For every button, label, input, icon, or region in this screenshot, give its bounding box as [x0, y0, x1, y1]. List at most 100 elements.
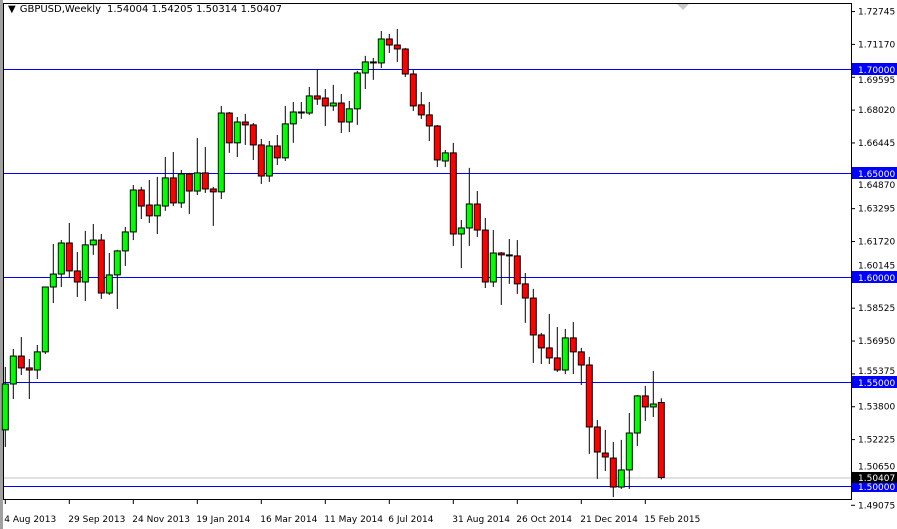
candle-body-bearish [313, 95, 321, 100]
candle-body-bullish [81, 244, 89, 283]
candle [281, 105, 289, 162]
candle-body-bearish [209, 188, 217, 193]
y-tick-label: 1.63295 [858, 205, 895, 215]
candle [97, 234, 105, 299]
candle-body-bearish [641, 395, 649, 408]
candle [609, 441, 617, 498]
candle-body-bearish [145, 204, 153, 217]
candle [545, 313, 553, 364]
x-tick-label: 11 May 2014 [324, 515, 383, 525]
candle [385, 33, 393, 53]
current-price-tag-text: 1.50407 [858, 474, 895, 484]
candle-body-bullish [281, 123, 289, 159]
candle [49, 244, 57, 304]
candle [185, 172, 193, 214]
candle [297, 101, 305, 119]
candle [585, 356, 593, 454]
candle-body-bearish [321, 97, 329, 107]
level-price-tag [852, 376, 897, 388]
candle-body-bearish [17, 355, 25, 369]
candle [449, 142, 457, 246]
candle [313, 69, 321, 105]
candle [593, 419, 601, 479]
candle-body-bullish [457, 227, 465, 235]
y-tick-label: 1.71170 [858, 40, 895, 50]
candle-body-bullish [49, 273, 57, 288]
candle [105, 252, 113, 295]
window-left-border [0, 0, 3, 529]
candle-body-bearish [585, 364, 593, 428]
candle [345, 100, 353, 133]
y-tick-label: 1.60145 [858, 261, 895, 271]
candle [273, 134, 281, 165]
candle-body-bearish [433, 125, 441, 161]
candle-body-bullish [649, 403, 657, 408]
candle-body-bearish [409, 73, 417, 107]
candle [89, 223, 97, 255]
candle-body-bearish [553, 357, 561, 371]
candle-body-bullish [265, 145, 273, 177]
y-tick-label: 1.49075 [858, 501, 895, 511]
candle [289, 101, 297, 143]
candle [161, 157, 169, 211]
candle-body-bearish [393, 44, 401, 50]
candle-body-bullish [345, 108, 353, 123]
candle-body-bearish [577, 351, 585, 366]
candle-body-bullish [193, 172, 201, 192]
candle [209, 186, 217, 226]
x-tick-label: 19 Jan 2014 [196, 515, 250, 525]
candle-body-bearish [505, 254, 513, 257]
candle [169, 152, 177, 207]
level-price-tag-text: 1.55000 [858, 379, 895, 389]
candle-body-bullish [161, 177, 169, 207]
candle [129, 184, 137, 241]
candle-body-bullish [377, 38, 385, 64]
x-tick-label: 26 Oct 2014 [516, 515, 572, 525]
candle [9, 348, 17, 400]
candle-body-bearish [65, 242, 73, 272]
candle [81, 230, 89, 301]
candle [265, 140, 273, 182]
candle [33, 344, 41, 379]
candle-body-bullish [329, 102, 337, 107]
candle-body-bullish [113, 250, 121, 276]
candle [657, 398, 665, 480]
candle-body-bearish [97, 239, 105, 294]
candle [505, 239, 513, 284]
candle-body-bullish [129, 189, 137, 233]
candle-body-bearish [401, 48, 409, 75]
candle [353, 70, 361, 125]
candle [433, 124, 441, 168]
current-price-tag [852, 472, 897, 483]
chart-shift-marker-icon[interactable] [677, 4, 689, 10]
level-price-tag-text: 1.70000 [858, 66, 895, 76]
candle-body-bearish [593, 426, 601, 453]
candle-body-bearish [521, 283, 529, 299]
candle [193, 138, 201, 196]
candle [601, 429, 609, 471]
candle [401, 47, 409, 77]
candle-body-bearish [449, 152, 457, 235]
candle-body-bullish [353, 72, 361, 110]
candle [225, 111, 233, 153]
candle-body-bullish [233, 121, 241, 144]
candle [441, 149, 449, 168]
candle-body-bullish [57, 242, 65, 275]
candle-body-bearish [241, 121, 249, 126]
candle-body-bullish [177, 173, 185, 204]
candle-body-bearish [425, 114, 433, 127]
candle [617, 439, 625, 489]
triangle-down-icon[interactable]: ▼ [8, 4, 16, 15]
candle [177, 169, 185, 208]
candle-body-bearish [137, 189, 145, 207]
candle-body-bearish [529, 297, 537, 336]
y-tick-label: 1.61720 [858, 238, 895, 248]
x-tick-label: 31 Aug 2014 [452, 515, 510, 525]
candle-body-bearish [481, 229, 489, 283]
candle-body-bullish [489, 252, 497, 283]
candle [377, 31, 385, 68]
candle [625, 412, 633, 489]
candle-body-bullish [105, 274, 113, 294]
